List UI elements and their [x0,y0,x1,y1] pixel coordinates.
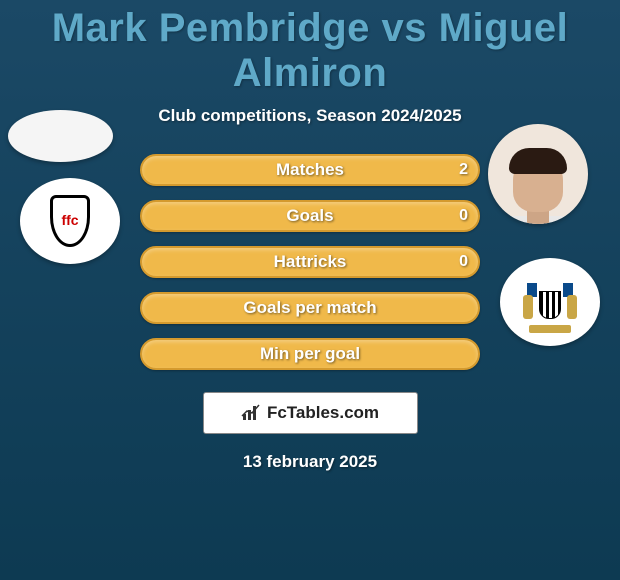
chart-icon [241,404,263,422]
stat-bar: Goals 0 [140,200,480,232]
page-title: Mark Pembridge vs Miguel Almiron [0,0,620,96]
bars-list: Matches 2 Goals 0 Hattricks 0 Goals per … [140,154,480,370]
promo-text: FcTables.com [267,403,379,423]
stat-right-value: 0 [459,202,468,230]
stat-bar: Hattricks 0 [140,246,480,278]
stat-label: Goals [142,202,478,230]
stat-label: Matches [142,156,478,184]
bars-container: Matches 2 Goals 0 Hattricks 0 Goals per … [0,154,620,472]
stat-label: Goals per match [142,294,478,322]
stat-right-value: 0 [459,248,468,276]
stat-label: Min per goal [142,340,478,368]
stat-bar: Goals per match [140,292,480,324]
stat-right-value: 2 [459,156,468,184]
stat-bar: Matches 2 [140,154,480,186]
date-text: 13 february 2025 [0,452,620,472]
stat-bar: Min per goal [140,338,480,370]
stat-label: Hattricks [142,248,478,276]
promo-box: FcTables.com [203,392,418,434]
